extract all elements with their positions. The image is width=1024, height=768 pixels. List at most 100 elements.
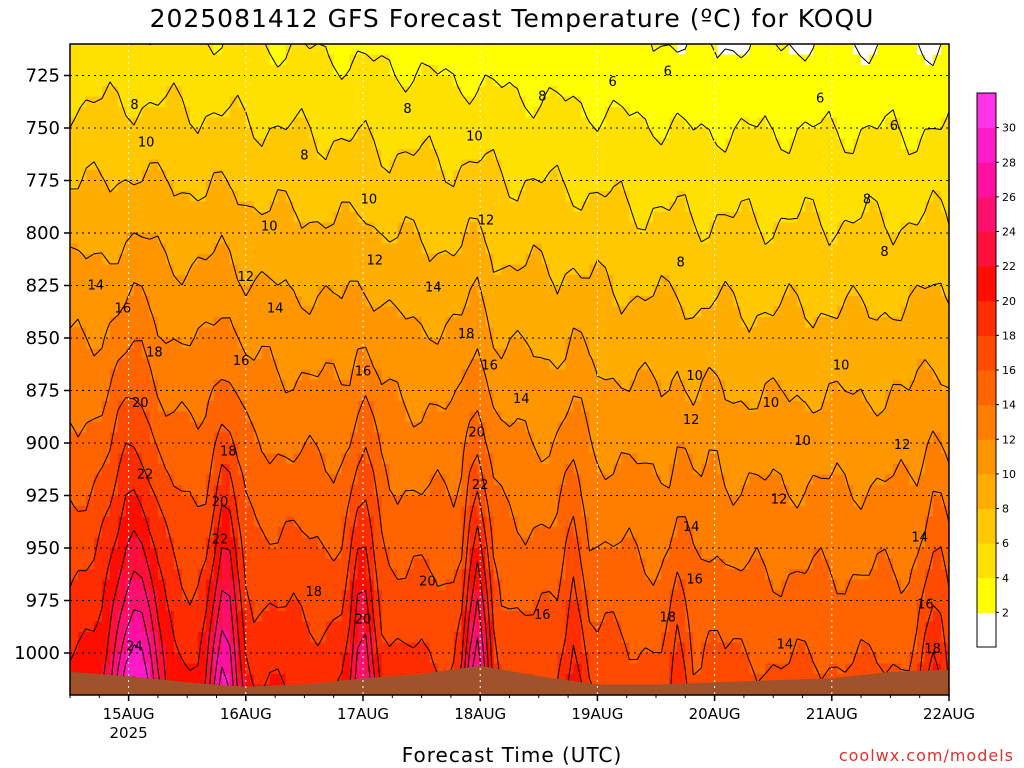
field-cell: [461, 390, 471, 402]
field-cell: [269, 285, 279, 297]
field-cell: [605, 548, 614, 560]
field-cell: [213, 485, 223, 497]
field-cell: [421, 107, 431, 119]
field-cell: [509, 75, 519, 87]
field-cell: [509, 317, 519, 329]
field-cell: [349, 464, 359, 476]
field-cell: [413, 149, 423, 161]
field-cell: [85, 453, 95, 465]
field-cell: [421, 348, 431, 360]
field-cell: [565, 642, 575, 654]
field-cell: [421, 632, 431, 644]
field-cell: [213, 243, 223, 255]
field-cell: [397, 642, 407, 654]
field-cell: [253, 485, 263, 497]
field-cell: [117, 317, 127, 329]
field-cell: [581, 485, 591, 497]
field-cell: [237, 96, 247, 108]
field-cell: [565, 254, 575, 266]
field-cell: [189, 170, 199, 182]
field-cell: [637, 222, 646, 234]
field-cell: [157, 117, 167, 129]
field-cell: [93, 453, 103, 465]
field-cell: [637, 422, 646, 434]
field-cell: [677, 233, 686, 245]
field-cell: [317, 86, 327, 98]
field-cell: [461, 117, 471, 129]
field-cell: [213, 422, 223, 434]
field-cell: [677, 390, 686, 402]
field-cell: [509, 128, 519, 140]
field-cell: [645, 159, 654, 171]
field-cell: [629, 285, 638, 297]
field-cell: [93, 401, 103, 413]
field-cell: [269, 443, 279, 455]
field-cell: [477, 275, 487, 287]
field-cell: [85, 632, 95, 644]
field-cell: [157, 674, 167, 686]
field-cell: [485, 191, 495, 203]
field-cell: [333, 138, 343, 150]
field-cell: [493, 107, 503, 119]
field-cell: [637, 432, 646, 444]
field-cell: [661, 485, 670, 497]
field-cell: [93, 86, 103, 98]
field-cell: [189, 149, 199, 161]
field-cell: [365, 170, 375, 182]
field-cell: [125, 128, 135, 140]
field-cell: [229, 422, 239, 434]
field-cell: [253, 422, 263, 434]
field-cell: [549, 170, 559, 182]
field-cell: [549, 191, 559, 203]
field-cell: [261, 590, 271, 602]
field-cell: [93, 432, 103, 444]
field-cell: [597, 138, 606, 150]
field-cell: [405, 579, 415, 591]
field-cell: [261, 327, 271, 339]
field-cell: [637, 96, 646, 108]
field-cell: [429, 96, 439, 108]
field-cell: [85, 621, 95, 633]
field-cell: [141, 296, 151, 308]
field-cell: [70, 443, 79, 455]
field-cell: [309, 243, 319, 255]
field-cell: [381, 170, 391, 182]
field-cell: [485, 558, 495, 570]
field-cell: [685, 642, 694, 654]
field-cell: [317, 359, 327, 371]
field-cell: [133, 632, 143, 644]
field-cell: [221, 600, 231, 612]
field-cell: [669, 558, 678, 570]
field-cell: [301, 621, 311, 633]
field-cell: [445, 474, 455, 486]
field-cell: [565, 558, 575, 570]
field-cell: [565, 569, 575, 581]
field-cell: [597, 180, 606, 192]
field-cell: [237, 212, 247, 224]
field-cell: [397, 180, 407, 192]
field-cell: [469, 243, 479, 255]
field-cell: [469, 453, 479, 465]
field-cell: [685, 222, 694, 234]
field-cell: [573, 348, 583, 360]
field-cell: [597, 212, 606, 224]
field-cell: [117, 243, 127, 255]
field-cell: [605, 569, 614, 581]
field-cell: [237, 632, 247, 644]
field-cell: [605, 296, 614, 308]
field-cell: [357, 611, 367, 623]
field-cell: [381, 54, 391, 66]
field-cell: [653, 369, 662, 381]
field-cell: [453, 138, 463, 150]
field-cell: [325, 86, 335, 98]
field-cell: [685, 359, 694, 371]
field-cell: [525, 663, 535, 675]
field-cell: [469, 600, 479, 612]
field-cell: [261, 149, 271, 161]
field-cell: [421, 569, 431, 581]
field-cell: [285, 590, 295, 602]
field-cell: [461, 296, 471, 308]
field-cell: [661, 170, 670, 182]
field-cell: [437, 422, 447, 434]
field-cell: [309, 558, 319, 570]
